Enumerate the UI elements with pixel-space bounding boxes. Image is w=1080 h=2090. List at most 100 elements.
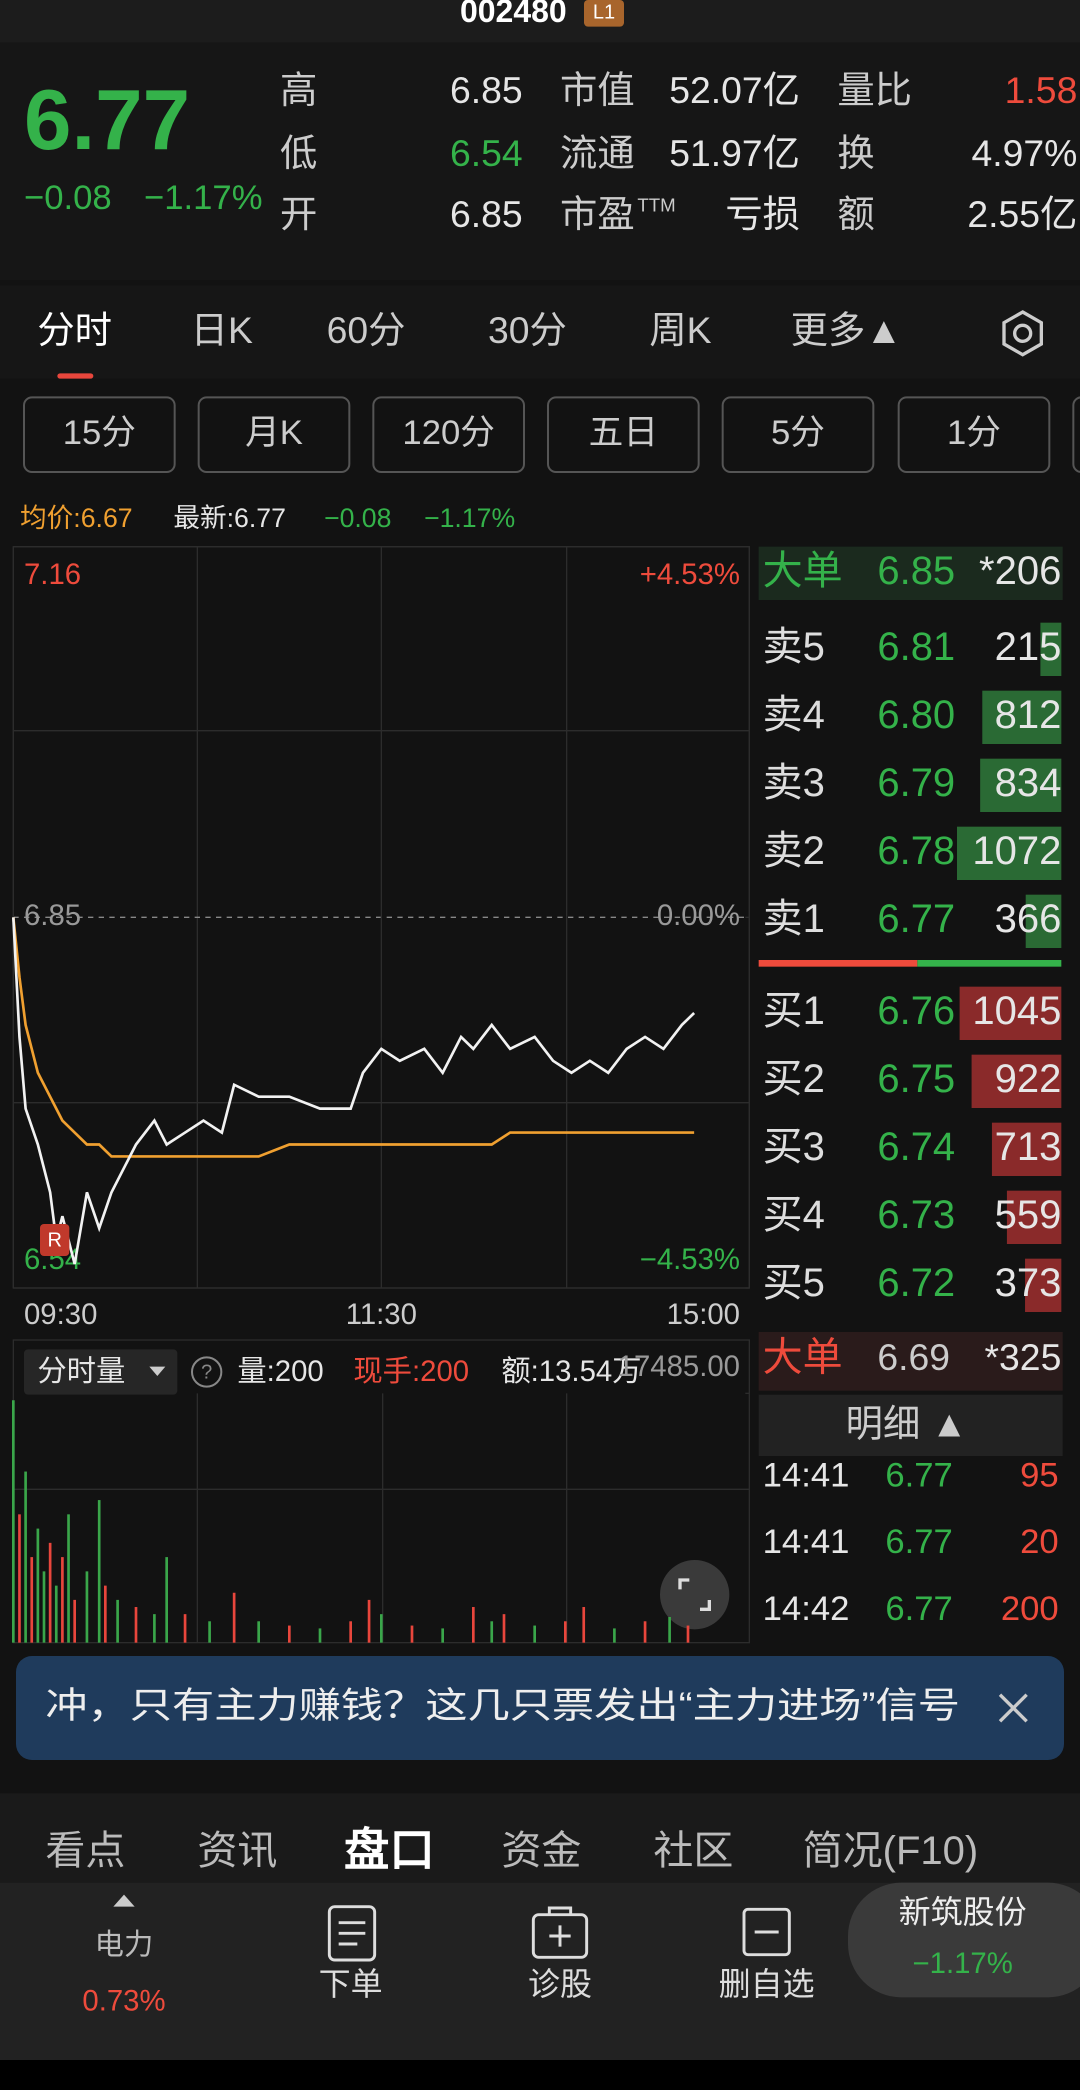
- selector-caret: [149, 1366, 166, 1376]
- book-label: 卖2: [763, 829, 825, 873]
- info-change: −0.08: [324, 503, 391, 533]
- book-price: 6.76: [877, 989, 955, 1033]
- price-line: [12, 917, 696, 1265]
- toolbar-action[interactable]: 诊股: [528, 1966, 592, 2002]
- book-volume: *325: [985, 1336, 1062, 1378]
- stat-label: 流通: [560, 132, 635, 174]
- book-volume: 922: [995, 1057, 1062, 1101]
- subtab-box[interactable]: [897, 396, 1051, 473]
- book-volume: 373: [995, 1261, 1062, 1305]
- subtab-label[interactable]: 5分: [771, 414, 825, 452]
- volume-title: 分时量: [37, 1355, 125, 1388]
- trade-time: 14:42: [763, 1590, 850, 1628]
- book-price: 6.80: [877, 693, 955, 737]
- chart-tab[interactable]: 日K: [191, 309, 253, 351]
- big-buy-bg: [758, 1332, 1063, 1391]
- toolbar-icons: [327, 1905, 791, 1962]
- details-title: 明细 ▲: [846, 1403, 968, 1445]
- book-label: 买5: [763, 1261, 825, 1305]
- toolbar-action[interactable]: 删自选: [719, 1966, 815, 2002]
- book-volume: 215: [995, 625, 1062, 669]
- stock-name: 新筑股份: [899, 1894, 1027, 1930]
- avg-price: 均价:6.67: [20, 503, 133, 533]
- book-price: 6.81: [877, 625, 955, 669]
- volume-bar: [67, 1514, 70, 1643]
- bottom-tab[interactable]: 看点: [45, 1829, 125, 1873]
- depth-bar: [1025, 1258, 1062, 1312]
- x-tick-label: 11:30: [346, 1298, 417, 1331]
- banner-close[interactable]: [998, 1693, 1028, 1723]
- subtab-label[interactable]: 120分: [402, 414, 494, 452]
- volume-bar: [18, 1514, 21, 1643]
- banner-text[interactable]: 冲，只有主力赚钱？这几只票发出“主力进场”信号: [45, 1685, 960, 1726]
- depth-bar: [1006, 1190, 1062, 1244]
- depth-bar: [1025, 894, 1062, 948]
- volume-bar: [73, 1599, 76, 1643]
- subtab-box[interactable]: [197, 396, 351, 473]
- stat-label: 高: [280, 69, 317, 111]
- trade-price: 6.77: [885, 1456, 952, 1494]
- subtab-label[interactable]: 15分: [63, 414, 136, 452]
- subtab-box: [1072, 396, 1080, 473]
- volume-selector[interactable]: [24, 1349, 178, 1395]
- chart-tab[interactable]: 更多▲: [791, 309, 903, 351]
- nav-bar: [0, 2060, 1080, 2090]
- stock-pct: −1.17%: [913, 1947, 1013, 1980]
- chart-tab[interactable]: 周K: [649, 309, 711, 351]
- chart-tab[interactable]: 30分: [488, 309, 567, 351]
- ttm-tag: TTM: [637, 195, 675, 216]
- volume-bar: [643, 1621, 647, 1643]
- avg-line: [12, 917, 695, 1158]
- book-label: 卖3: [763, 761, 825, 805]
- y-tick-label: 7.16: [24, 558, 81, 591]
- subtab-label[interactable]: 五日: [589, 414, 658, 452]
- book-label: 大单: [763, 1336, 843, 1380]
- book-price: 6.69: [877, 1336, 950, 1378]
- bottom-tab[interactable]: 社区: [653, 1829, 733, 1873]
- bottom-tab[interactable]: 简况(F10): [803, 1829, 979, 1873]
- book-price: 6.73: [877, 1193, 955, 1237]
- subtab-box[interactable]: [721, 396, 875, 473]
- trade-price: 6.77: [885, 1590, 952, 1628]
- book-label: 卖1: [763, 897, 825, 941]
- banner-bg[interactable]: [16, 1656, 1064, 1760]
- subtab-box[interactable]: [546, 396, 700, 473]
- chart-tab[interactable]: 分时: [37, 309, 112, 351]
- bottom-tab[interactable]: 资讯: [197, 1829, 277, 1873]
- volume-bar: [208, 1621, 211, 1643]
- stock-pill[interactable]: [848, 1882, 1080, 1998]
- bottom-tab[interactable]: 盘口: [344, 1824, 435, 1875]
- bottom-tab[interactable]: 资金: [501, 1829, 581, 1873]
- volume-bar: [12, 1400, 15, 1643]
- fullscreen-button[interactable]: [660, 1560, 730, 1630]
- trade-time: 14:41: [763, 1456, 850, 1494]
- subtab-label[interactable]: 1分: [947, 414, 1001, 452]
- book-label: 卖4: [763, 693, 825, 737]
- stat-value: 6.54: [450, 132, 523, 174]
- help-icon[interactable]: [191, 1356, 223, 1388]
- volume-bar: [257, 1621, 260, 1643]
- latest-price: 最新:6.77: [173, 503, 286, 533]
- price-change: −0.08: [24, 179, 112, 217]
- tab-underline: [57, 373, 94, 379]
- book-price: 6.77: [877, 897, 955, 941]
- subtab-label[interactable]: 月K: [245, 414, 303, 452]
- stat-label: 量比: [837, 69, 912, 111]
- volume-annotation: 额:13.54万: [501, 1355, 641, 1388]
- volume-bar: [61, 1557, 64, 1643]
- volume-bar: [533, 1625, 536, 1643]
- chart-tab[interactable]: 60分: [327, 309, 406, 351]
- stat-value: 6.85: [450, 69, 523, 111]
- settings-icon[interactable]: [1002, 310, 1043, 357]
- subtab-box[interactable]: [23, 396, 176, 473]
- index-arrow: [113, 1894, 135, 1907]
- book-label: 买1: [763, 989, 825, 1033]
- volume-max-label: 17485.00: [618, 1350, 740, 1383]
- index-name[interactable]: 电力: [95, 1928, 154, 1961]
- book-price: 6.75: [877, 1057, 955, 1101]
- book-price: 6.72: [877, 1261, 955, 1305]
- subtab-box[interactable]: [372, 396, 525, 473]
- top-bar: [0, 0, 1080, 43]
- stat-value: 2.55亿: [967, 193, 1077, 235]
- toolbar-action[interactable]: 下单: [319, 1966, 383, 2002]
